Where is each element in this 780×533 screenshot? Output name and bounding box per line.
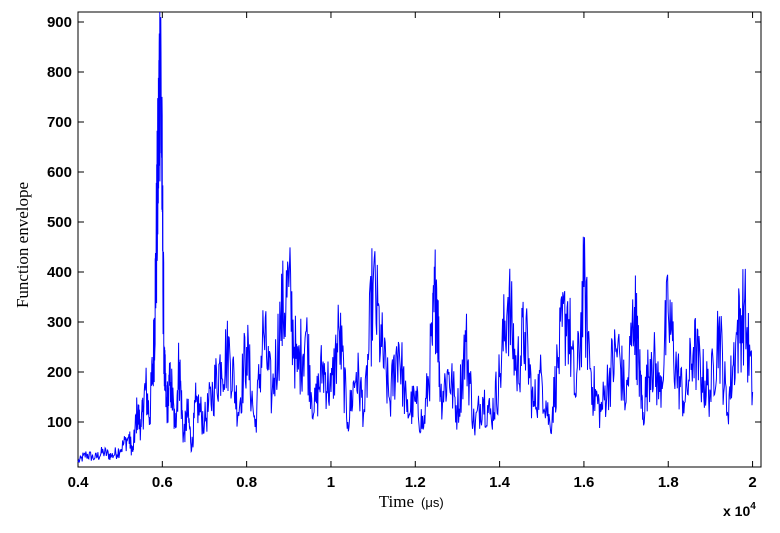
x-axis: 0.4 0.6 0.8 1 1.2 1.4 1.6 1.8 2 [68, 12, 757, 491]
y-axis-title: Function envelope [13, 182, 32, 308]
x-tick-label: 0.4 [68, 474, 90, 491]
y-tick-label: 500 [47, 214, 72, 231]
series-line [77, 11, 754, 463]
y-tick-label: 600 [47, 164, 72, 181]
x-axis-unit: (μs) [421, 495, 444, 510]
y-tick-label: 300 [47, 314, 72, 331]
y-tick-label: 800 [47, 64, 72, 81]
y-axis: 100 200 300 400 500 600 700 800 900 [47, 14, 761, 431]
x-multiplier-base: x 10 [723, 503, 750, 519]
x-tick-label: 0.8 [236, 474, 257, 491]
y-tick-label: 700 [47, 114, 72, 131]
x-axis-multiplier: x 104 [723, 501, 756, 519]
x-multiplier-exponent: 4 [750, 501, 756, 512]
x-axis-title: Time [379, 492, 414, 511]
x-tick-label: 1 [327, 474, 335, 491]
y-tick-label: 900 [47, 14, 72, 31]
y-tick-label: 200 [47, 364, 72, 381]
x-tick-label: 1.2 [405, 474, 426, 491]
x-tick-label: 1.8 [658, 474, 679, 491]
y-tick-label: 400 [47, 264, 72, 281]
x-tick-label: 1.6 [573, 474, 594, 491]
x-tick-label: 1.4 [489, 474, 511, 491]
x-tick-label: 2 [748, 474, 756, 491]
x-tick-label: 0.6 [152, 474, 173, 491]
y-tick-label: 100 [47, 414, 72, 431]
